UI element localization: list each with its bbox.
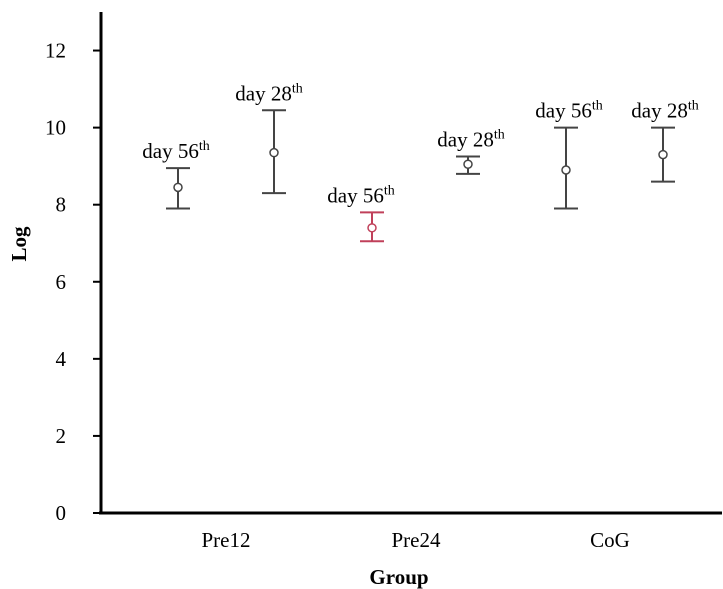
point-label: day 28th bbox=[631, 99, 698, 123]
point-label: day 28th bbox=[235, 81, 302, 105]
y-tick-label: 12 bbox=[45, 39, 66, 63]
error-bar bbox=[554, 126, 578, 210]
error-bars bbox=[166, 109, 675, 243]
x-category-label: Pre12 bbox=[202, 528, 251, 552]
mean-point bbox=[561, 165, 571, 175]
point-label-text: day 28 bbox=[437, 128, 494, 152]
point-label-text: day 28 bbox=[235, 81, 292, 105]
error-bar bbox=[262, 109, 286, 195]
point-label-superscript: th bbox=[592, 99, 603, 114]
y-axis-title: Log bbox=[7, 226, 31, 262]
error-bar bbox=[456, 155, 480, 175]
point-label-text: day 56 bbox=[327, 183, 384, 207]
point-label: day 56th bbox=[327, 183, 394, 207]
mean-point bbox=[463, 159, 473, 169]
point-label-superscript: th bbox=[292, 81, 303, 96]
y-tick-label: 2 bbox=[56, 424, 67, 448]
y-tick-label: 4 bbox=[56, 347, 67, 371]
point-label-text: day 56 bbox=[142, 139, 199, 163]
x-axis-title: Group bbox=[369, 565, 428, 589]
y-axis-ticks: 0 2 4 6 8 10 12 bbox=[45, 39, 101, 525]
point-label-text: day 56 bbox=[535, 99, 592, 123]
y-tick-label: 0 bbox=[56, 501, 67, 525]
error-bar bbox=[166, 167, 190, 210]
point-label: day 28th bbox=[437, 128, 504, 152]
x-category-label: Pre24 bbox=[392, 528, 441, 552]
point-label-superscript: th bbox=[384, 183, 395, 198]
y-tick-label: 10 bbox=[45, 116, 66, 140]
x-axis-category-labels: Pre12 Pre24 CoG bbox=[202, 528, 630, 552]
x-category-label: CoG bbox=[590, 528, 630, 552]
point-label: day 56th bbox=[535, 99, 602, 123]
point-label-text: day 28 bbox=[631, 99, 688, 123]
mean-point bbox=[173, 182, 183, 193]
mean-point bbox=[367, 223, 377, 233]
axes bbox=[99, 12, 722, 515]
y-tick-label: 8 bbox=[56, 193, 67, 217]
error-bar bbox=[360, 211, 384, 243]
mean-point bbox=[658, 149, 668, 160]
point-label: day 56th bbox=[142, 139, 209, 163]
mean-point bbox=[269, 147, 279, 158]
point-label-superscript: th bbox=[688, 99, 699, 114]
point-label-superscript: th bbox=[494, 128, 505, 143]
point-label-superscript: th bbox=[199, 139, 210, 154]
error-bar bbox=[651, 126, 675, 183]
y-tick-label: 6 bbox=[56, 270, 67, 294]
